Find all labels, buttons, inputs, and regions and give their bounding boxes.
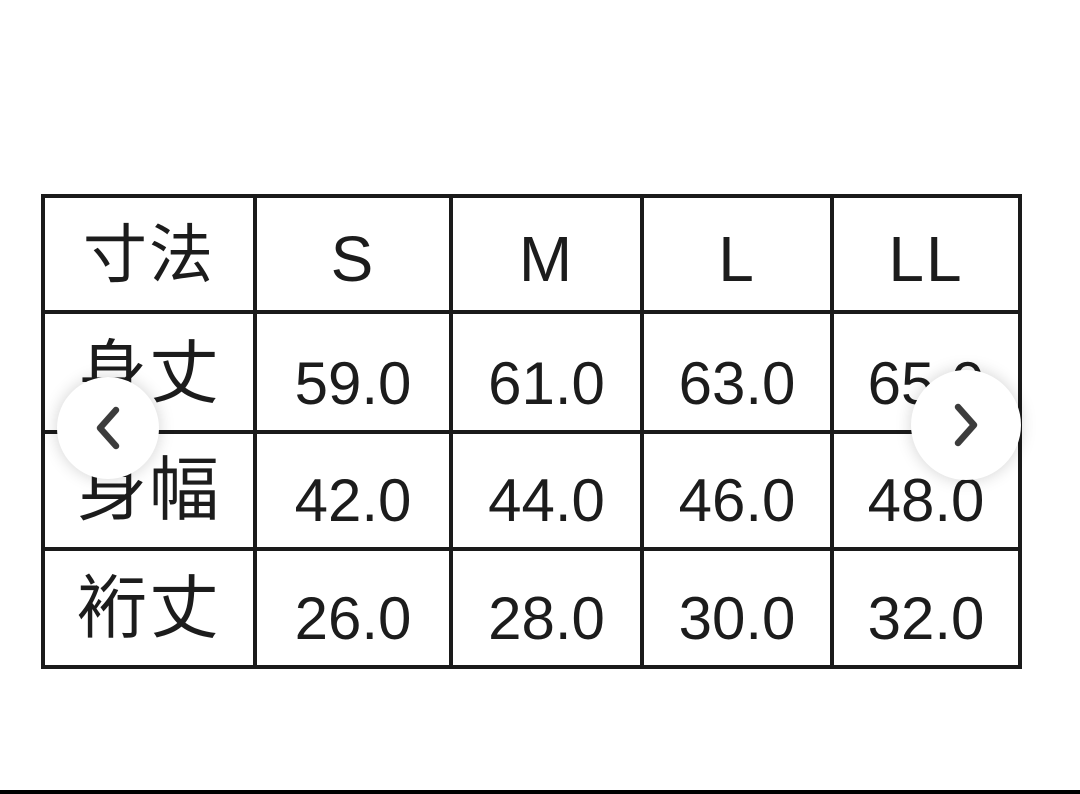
column-header-size-s: S bbox=[253, 194, 453, 314]
carousel-prev-button[interactable] bbox=[57, 377, 159, 479]
size-chart-image: 寸法 S M L LL 身丈 59.0 61.0 63.0 65.0 身幅 42… bbox=[41, 194, 1022, 669]
table-row: 身幅 42.0 44.0 46.0 48.0 bbox=[41, 430, 1022, 551]
cell-sleeve-length-l: 30.0 bbox=[640, 547, 834, 669]
column-header-dimension: 寸法 bbox=[41, 194, 257, 314]
table-header-row: 寸法 S M L LL bbox=[41, 194, 1022, 314]
size-chart-table: 寸法 S M L LL 身丈 59.0 61.0 63.0 65.0 身幅 42… bbox=[41, 194, 1022, 669]
cell-body-width-m: 44.0 bbox=[449, 430, 644, 551]
row-label-sleeve-length: 裄丈 bbox=[41, 547, 257, 669]
cell-sleeve-length-m: 28.0 bbox=[449, 547, 644, 669]
chevron-left-icon bbox=[92, 405, 124, 451]
carousel-next-button[interactable] bbox=[911, 370, 1021, 480]
bottom-edge-bar bbox=[0, 790, 1080, 794]
chevron-right-icon bbox=[950, 402, 982, 448]
cell-body-length-s: 59.0 bbox=[253, 310, 453, 434]
cell-sleeve-length-s: 26.0 bbox=[253, 547, 453, 669]
column-header-size-m: M bbox=[449, 194, 644, 314]
column-header-size-ll: LL bbox=[830, 194, 1022, 314]
cell-body-width-s: 42.0 bbox=[253, 430, 453, 551]
table-row: 身丈 59.0 61.0 63.0 65.0 bbox=[41, 310, 1022, 434]
table-row: 裄丈 26.0 28.0 30.0 32.0 bbox=[41, 547, 1022, 669]
cell-body-width-l: 46.0 bbox=[640, 430, 834, 551]
cell-sleeve-length-ll: 32.0 bbox=[830, 547, 1022, 669]
cell-body-length-l: 63.0 bbox=[640, 310, 834, 434]
cell-body-length-m: 61.0 bbox=[449, 310, 644, 434]
column-header-size-l: L bbox=[640, 194, 834, 314]
